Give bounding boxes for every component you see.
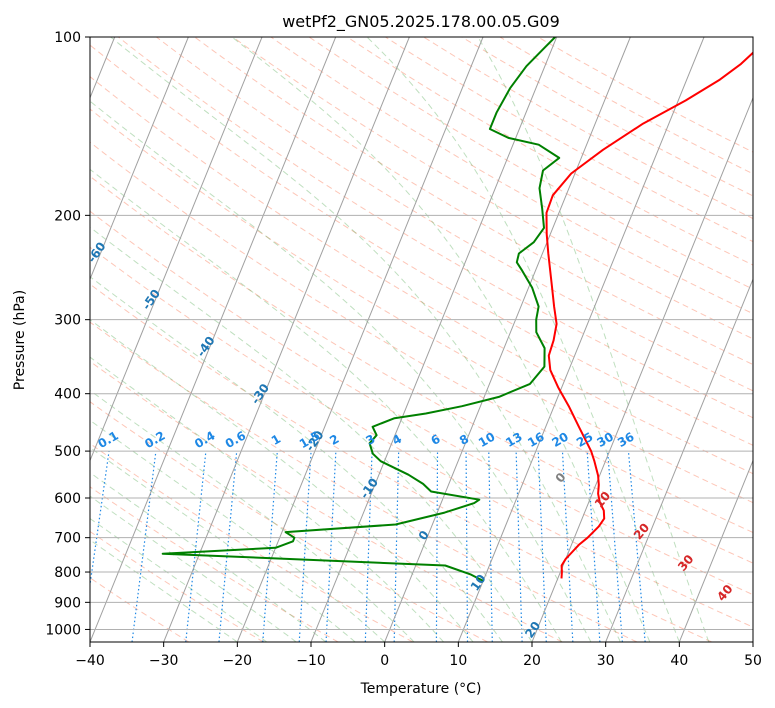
moist-adiabat [90,318,474,642]
isotherms [90,37,753,642]
isotherm [236,37,484,642]
y-tick-label: 1000 [45,622,81,638]
x-tick-label: −40 [75,653,105,669]
isotherm [310,37,558,642]
moist-adiabat [90,517,268,642]
isotherm [90,37,263,462]
y-tick-label: 100 [54,30,81,46]
moist-adiabat [90,276,503,642]
x-axis-label: Temperature (°C) [360,681,482,697]
isotherm [384,37,631,642]
moist-adiabat [110,37,621,642]
y-tick-label: 500 [54,444,81,460]
moist-adiabat [90,495,297,642]
y-tick-label: 200 [54,208,81,224]
x-tick-label: 50 [744,653,762,669]
plot-content: -100-90-80-70-60-50-40-30-20-10010200.10… [30,37,753,642]
dry-adiabats [90,37,753,642]
isotherm [678,459,753,642]
y-axis-label: Pressure (hPa) [12,290,28,390]
y-tick-label: 600 [54,491,81,507]
y-tick-label: 900 [54,595,81,611]
moist-adiabat [90,539,238,642]
mixing-ratio-line [131,451,157,642]
isotherm [605,277,753,642]
moist-adiabat [90,446,356,642]
y-tick-label: 400 [54,387,81,403]
plot-frame [89,36,754,643]
moist-adiabat [90,100,592,642]
moist-adiabats [90,37,710,642]
y-tick-label: 700 [54,531,81,547]
mixing-ratio-line [90,451,110,589]
dry-adiabat [90,210,753,596]
mixing-ratio-lines [90,451,646,642]
dry-adiabat [90,321,638,642]
isotherm [752,640,753,642]
x-axis-ticks: −40 −30 −20 −10 0 10 20 30 40 50 [75,642,762,669]
dry-adiabat [90,283,712,642]
sounding-series [161,37,753,582]
moist-adiabat [90,472,327,642]
x-tick-label: −30 [149,653,179,669]
x-tick-label: 30 [597,653,615,669]
x-tick-label: −10 [296,653,326,669]
moist-adiabat [90,389,415,642]
moist-adiabat [90,419,386,642]
dry-adiabat [90,175,753,564]
y-tick-label: 300 [54,313,81,329]
isotherm-label: -70 [30,192,54,218]
temperature-profile [545,51,753,579]
dry-adiabat [90,246,753,628]
x-tick-label: 20 [523,653,541,669]
y-axis-ticks: 100 200 300 400 500 600 700 800 900 1000 [45,30,90,638]
x-tick-label: 40 [670,653,688,669]
x-tick-label: 10 [449,653,467,669]
dry-adiabat [90,486,339,642]
isotherm [90,37,189,281]
moist-adiabat [90,226,533,642]
x-tick-label: −20 [223,653,253,669]
dry-adiabat [90,360,563,642]
dry-adiabat [90,76,753,475]
x-tick-label: 0 [380,653,389,669]
isotherm [90,37,337,642]
isobars [90,37,753,630]
moist-adiabat [477,37,710,642]
moist-adiabat [366,37,680,642]
moist-adiabat [231,37,651,642]
plot-area [90,37,753,642]
dry-adiabat [117,37,753,419]
isotherm [163,37,410,642]
dry-adiabat [156,37,753,392]
moist-adiabat [90,356,444,642]
y-tick-label: 800 [54,565,81,581]
dry-adiabat [90,44,753,446]
dry-adiabat [90,442,414,642]
chart-title: wetPf2_GN05.2025.178.00.05.G09 [282,12,560,32]
isotherm [531,96,753,642]
isotherm [457,37,705,642]
dewpoint-profile [161,37,561,582]
